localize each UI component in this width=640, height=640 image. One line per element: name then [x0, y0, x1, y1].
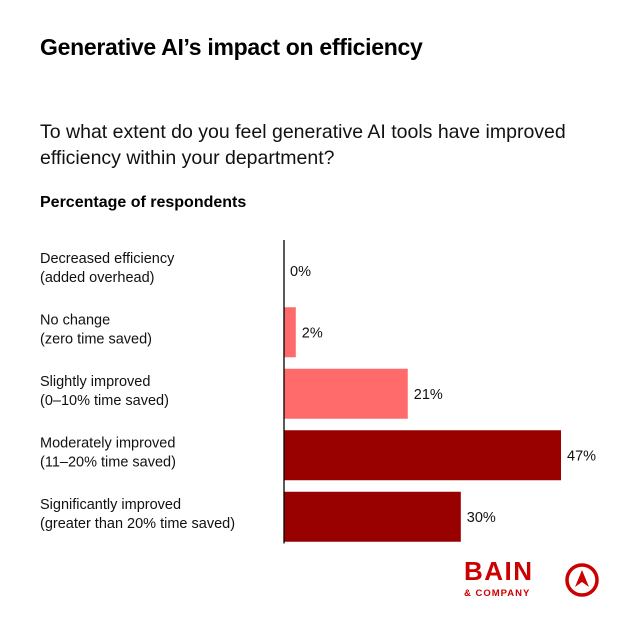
category-label: Moderately improved [40, 435, 175, 451]
value-label: 47% [567, 448, 596, 464]
category-label: (11–20% time saved) [40, 454, 176, 470]
compass-icon [565, 563, 599, 597]
category-label: (zero time saved) [40, 331, 152, 347]
bar [284, 491, 461, 542]
category-label: (greater than 20% time saved) [40, 516, 235, 532]
category-label: No change [40, 312, 110, 328]
chart-subtitle: Percentage of respondents [40, 194, 247, 211]
bain-logo: BAIN & COMPANY [464, 558, 604, 606]
value-label: 2% [302, 325, 323, 341]
bar [284, 368, 408, 419]
category-label: (added overhead) [40, 270, 154, 286]
category-label: (0–10% time saved) [40, 393, 169, 409]
logo-wordmark: BAIN [464, 556, 534, 586]
category-label: Decreased efficiency [40, 251, 175, 267]
value-label: 0% [290, 264, 311, 280]
category-label: Slightly improved [40, 374, 150, 390]
logo-subtext: & COMPANY [464, 588, 531, 599]
value-label: 30% [467, 510, 496, 526]
survey-question: To what extent do you feel generative AI… [40, 121, 566, 169]
category-label: Significantly improved [40, 497, 181, 513]
chart-title: Generative AI’s impact on efficiency [40, 34, 423, 60]
bar [284, 307, 296, 358]
value-label: 21% [414, 387, 443, 403]
bar [284, 430, 561, 481]
